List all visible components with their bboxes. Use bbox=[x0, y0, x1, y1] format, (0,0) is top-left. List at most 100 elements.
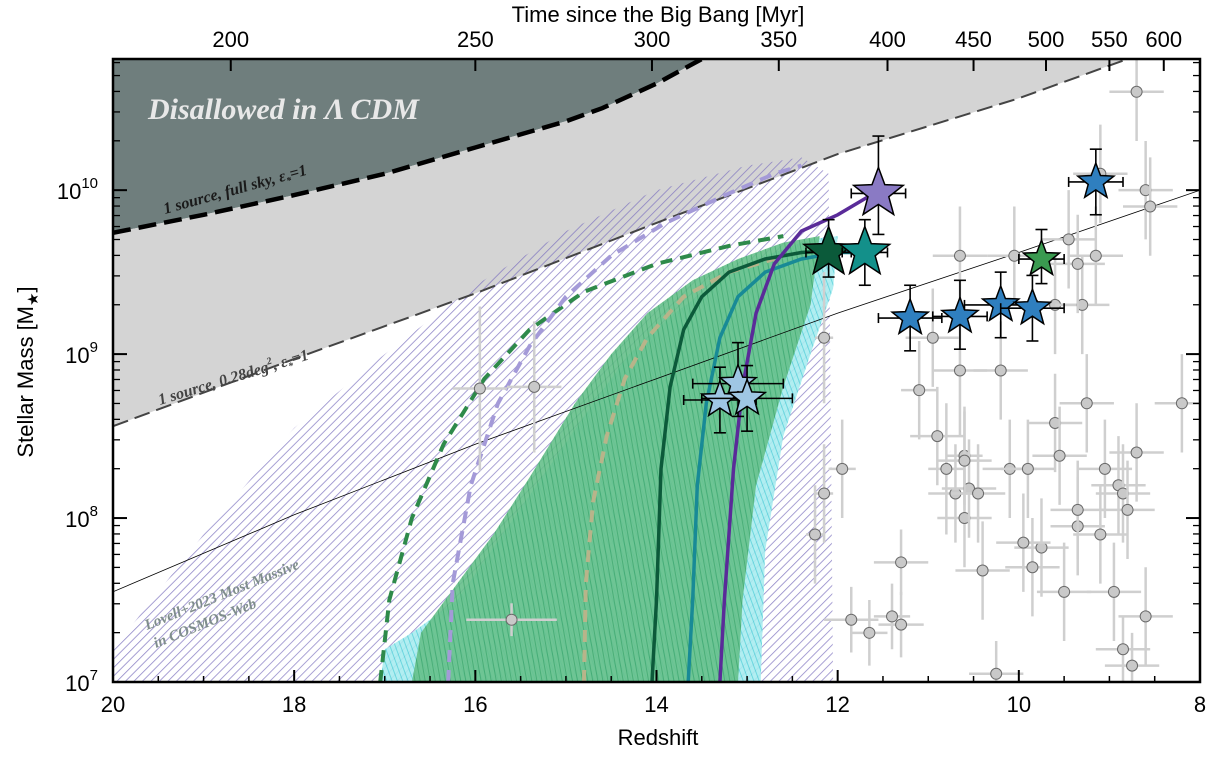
grey-point bbox=[969, 641, 1024, 682]
star-point bbox=[999, 274, 1065, 342]
grey-point bbox=[507, 321, 562, 453]
star-point bbox=[877, 284, 943, 352]
top-tick-label: 300 bbox=[634, 27, 671, 52]
x-tick-label: 20 bbox=[101, 692, 125, 717]
x-axis-title: Redshift bbox=[618, 725, 699, 750]
grey-point bbox=[1032, 406, 1087, 505]
grey-point-marker bbox=[1130, 446, 1143, 459]
svg-text:Stellar Mass [M★]: Stellar Mass [M★] bbox=[13, 286, 42, 457]
grey-point bbox=[1118, 567, 1173, 666]
grey-point-marker bbox=[473, 382, 486, 395]
top-tick-label: 400 bbox=[869, 27, 906, 52]
grey-point bbox=[1109, 59, 1164, 141]
top-tick-label: 200 bbox=[212, 27, 249, 52]
grey-point bbox=[1100, 460, 1155, 560]
grey-point-marker bbox=[994, 364, 1007, 377]
top-tick-label: 500 bbox=[1028, 27, 1065, 52]
disallowed-label: Disallowed in Λ CDM bbox=[147, 93, 420, 126]
grey-point-marker bbox=[990, 667, 1003, 680]
y-axis-title: Stellar Mass [M★] bbox=[13, 286, 42, 457]
grey-point-marker bbox=[863, 626, 876, 639]
grey-point bbox=[1118, 140, 1173, 240]
grey-point bbox=[851, 600, 888, 666]
green-dashed-curve bbox=[378, 234, 784, 682]
grey-point-marker bbox=[1026, 561, 1039, 574]
grey-point-marker bbox=[1062, 233, 1075, 246]
x-tick-label: 12 bbox=[825, 692, 849, 717]
top-axis-title: Time since the Big Bang [Myr] bbox=[512, 2, 805, 27]
grey-point bbox=[873, 529, 929, 596]
grey-point-marker bbox=[1008, 249, 1021, 262]
grey-point-marker bbox=[931, 430, 944, 443]
disallowed-region bbox=[113, 59, 702, 233]
top-tick-label: 600 bbox=[1145, 27, 1182, 52]
grey-point bbox=[941, 439, 997, 538]
grey-point bbox=[1005, 518, 1060, 617]
grey-point bbox=[1095, 616, 1151, 682]
grey-point bbox=[815, 444, 834, 543]
grey-point bbox=[828, 419, 856, 519]
grey-point-marker bbox=[1126, 659, 1139, 672]
star-marker bbox=[1021, 237, 1062, 277]
grey-point bbox=[873, 583, 911, 650]
tan-dashed-curve bbox=[582, 257, 775, 682]
purple-dashed-curve bbox=[446, 163, 802, 682]
star-marker bbox=[1012, 287, 1053, 326]
grey-point bbox=[1077, 419, 1133, 519]
grey-point-marker bbox=[1017, 536, 1030, 549]
grey-point bbox=[1059, 354, 1114, 453]
y-tick-exp: 8 bbox=[90, 503, 98, 520]
grey-point bbox=[452, 306, 508, 471]
star-point bbox=[838, 218, 892, 287]
grey-point bbox=[905, 288, 960, 387]
grey-point-marker bbox=[1139, 610, 1152, 623]
survey-label-tail: =1 bbox=[289, 347, 310, 368]
grey-point bbox=[928, 403, 965, 535]
y-tick-base: 10 bbox=[57, 179, 81, 204]
survey-label-sub: * bbox=[287, 360, 296, 372]
grey-point-marker bbox=[1107, 585, 1120, 598]
grey-point-marker bbox=[1071, 503, 1084, 516]
star-marker bbox=[1075, 160, 1116, 200]
y-axis-title-main: Stellar Mass [M bbox=[13, 306, 38, 458]
x-tick-label: 14 bbox=[644, 692, 668, 717]
y-tick-label: 1010 bbox=[57, 175, 98, 204]
grey-point bbox=[1041, 190, 1096, 289]
grey-point-marker bbox=[1058, 585, 1071, 598]
star-point bbox=[1067, 148, 1124, 216]
top-tick-label: 450 bbox=[955, 27, 992, 52]
grey-point bbox=[1104, 632, 1160, 682]
grey-point bbox=[955, 521, 1010, 620]
full-sky-label-sub: * bbox=[285, 175, 294, 187]
top-tick-label: 350 bbox=[760, 27, 797, 52]
survey-limit-line bbox=[113, 59, 1128, 428]
grey-point-marker bbox=[886, 610, 899, 623]
star-marker bbox=[726, 377, 768, 416]
grey-point-marker bbox=[972, 487, 985, 500]
grey-point bbox=[1050, 214, 1105, 314]
grey-point-marker bbox=[1021, 462, 1034, 475]
grey-point bbox=[878, 591, 924, 658]
grey-point bbox=[466, 603, 557, 637]
grey-point bbox=[1036, 542, 1092, 642]
grey-point-marker bbox=[1080, 397, 1093, 410]
grey-point-marker bbox=[958, 454, 971, 467]
y-axis-title-sub: ★ bbox=[25, 293, 42, 306]
y-tick-base: 10 bbox=[65, 343, 89, 368]
full-sky-limit-line bbox=[113, 59, 703, 236]
grey-point-marker bbox=[1121, 503, 1134, 516]
star-point bbox=[931, 279, 988, 350]
top-tick-label: 550 bbox=[1091, 27, 1128, 52]
grey-point-marker bbox=[845, 613, 858, 626]
grey-point-marker bbox=[953, 364, 966, 377]
y-axis-title-close: ] bbox=[13, 286, 38, 292]
y-tick-label: 107 bbox=[65, 667, 98, 696]
grey-point bbox=[805, 485, 825, 584]
star-marker bbox=[890, 296, 931, 336]
grey-point bbox=[1068, 206, 1124, 305]
grey-point-marker bbox=[505, 613, 518, 626]
grey-point-marker bbox=[1130, 85, 1143, 98]
grey-point bbox=[1055, 255, 1110, 355]
grey-point bbox=[996, 493, 1051, 592]
